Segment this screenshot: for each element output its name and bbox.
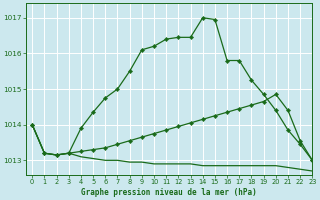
X-axis label: Graphe pression niveau de la mer (hPa): Graphe pression niveau de la mer (hPa) [81,188,257,197]
